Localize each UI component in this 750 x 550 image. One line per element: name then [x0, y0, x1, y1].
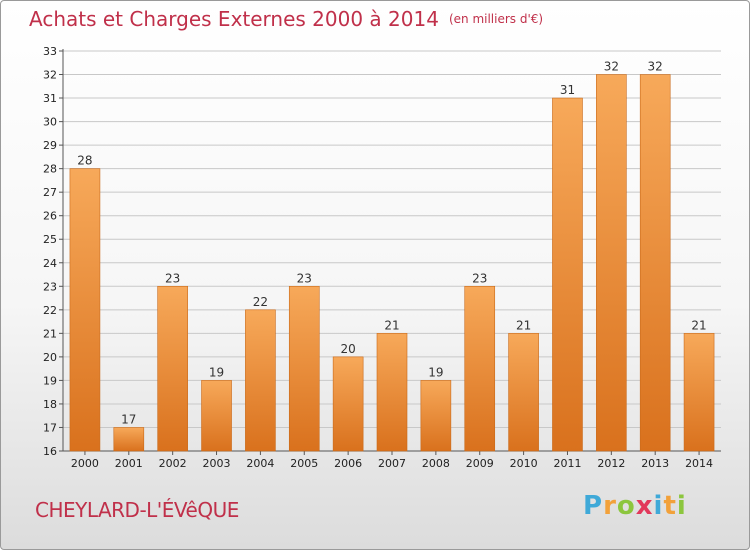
value-label: 23	[472, 271, 487, 285]
x-tick-label: 2004	[246, 457, 274, 470]
y-tick-label: 22	[43, 304, 57, 317]
y-tick-label: 30	[43, 116, 57, 129]
y-tick-label: 24	[43, 257, 57, 270]
bars	[69, 74, 715, 452]
y-tick-label: 20	[43, 351, 57, 364]
logo-letter: r	[603, 491, 617, 521]
logo-letter: i	[653, 491, 664, 521]
x-tick-label: 2009	[466, 457, 494, 470]
bar-2001	[113, 427, 145, 452]
x-tick-label: 2007	[378, 457, 406, 470]
y-tick-label: 29	[43, 139, 57, 152]
y-tick-label: 32	[43, 69, 57, 82]
y-tick-label: 19	[43, 374, 57, 387]
logo-letter: P	[583, 491, 604, 521]
x-tick-label: 2002	[159, 457, 187, 470]
value-label: 21	[384, 318, 399, 332]
bar-2005	[288, 285, 320, 452]
y-tick-labels: 16 17 18 19 20 21 22 23 24 25 26 27 28 29 30 31 32 33	[43, 45, 57, 458]
value-label: 28	[77, 154, 92, 168]
bar-2003	[201, 380, 232, 452]
logo-letter: x	[635, 491, 654, 521]
x-tick-label: 2013	[641, 457, 669, 470]
value-label: 17	[121, 412, 136, 426]
x-tick-label: 2008	[422, 457, 450, 470]
bar-2004	[245, 309, 276, 452]
y-tick-label: 21	[43, 327, 57, 340]
logo-letter: o	[616, 491, 636, 521]
x-tick-label: 2010	[510, 457, 538, 470]
x-tick-label: 2005	[290, 457, 318, 470]
x-tick-label: 2003	[203, 457, 231, 470]
bar-2013	[639, 74, 671, 452]
y-tick-label: 31	[43, 92, 57, 105]
bar-2008	[420, 380, 452, 452]
x-tick-labels: 2000 2001 2002 2003 2004 2005 2006 2007 2008 2009…	[71, 457, 713, 470]
value-label: 19	[209, 365, 224, 379]
value-label: 21	[691, 318, 706, 332]
value-labels: 28 17 23 19 22 23 20 21 19 23 21 31 32 32 21	[77, 60, 706, 427]
logo-letter: t	[663, 491, 677, 521]
value-label: 22	[253, 295, 268, 309]
bar-2012	[596, 74, 627, 452]
x-tick-label: 2014	[685, 457, 713, 470]
bar-2007	[376, 333, 408, 452]
value-label: 23	[165, 271, 180, 285]
bar-2009	[464, 285, 496, 452]
value-label: 19	[428, 365, 443, 379]
value-label: 23	[297, 271, 312, 285]
y-tick-label: 25	[43, 233, 57, 246]
y-tick-label: 33	[43, 45, 57, 58]
y-tick-label: 27	[43, 186, 57, 199]
proxiti-logo: Proxiti	[583, 491, 687, 521]
bar-2006	[332, 356, 364, 452]
value-label: 20	[340, 342, 355, 356]
value-label: 32	[648, 60, 663, 74]
bar-2011	[552, 97, 583, 452]
y-tick-label: 28	[43, 163, 57, 176]
bar-2010	[508, 333, 539, 452]
y-tick-label: 26	[43, 210, 57, 223]
y-tick-label: 17	[43, 421, 57, 434]
x-tick-label: 2006	[334, 457, 362, 470]
x-tick-label: 2012	[597, 457, 625, 470]
title-text: Achats et Charges Externes 2000 à 2014	[29, 7, 439, 31]
value-label: 32	[604, 60, 619, 74]
x-tick-label: 2000	[71, 457, 99, 470]
y-tick-label: 18	[43, 398, 57, 411]
bar-2000	[69, 168, 101, 452]
x-tick-label: 2001	[115, 457, 143, 470]
bar-2014	[683, 333, 715, 452]
value-label: 21	[516, 318, 531, 332]
logo-letter: i	[676, 491, 687, 521]
unit-label: (en milliers d'€)	[448, 12, 544, 26]
value-label: 31	[560, 83, 575, 97]
bar-2002	[157, 285, 188, 452]
commune-name: CHEYLARD-L'ÉVêQUE	[35, 498, 239, 522]
chart-title: Achats et Charges Externes 2000 à 2014 (e…	[29, 7, 543, 31]
x-tick-label: 2011	[553, 457, 581, 470]
y-tick-label: 23	[43, 280, 57, 293]
y-tick-label: 16	[43, 445, 57, 458]
